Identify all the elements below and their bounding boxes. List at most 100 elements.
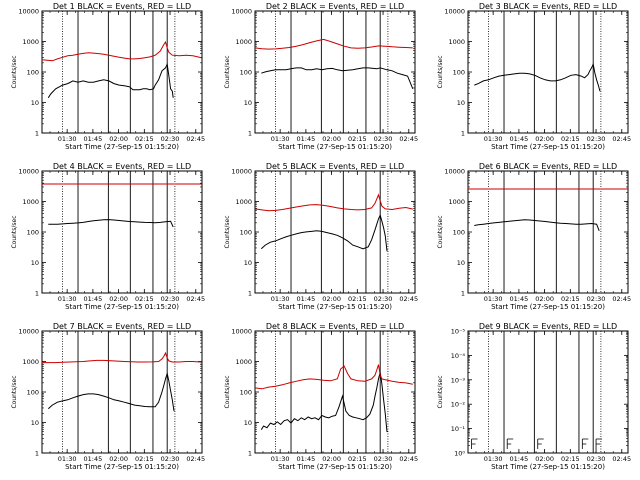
panel-6: Det 6 BLACK = Events, RED = LLD 1 10 100 100… xyxy=(437,162,631,311)
x-tick-label: 02:15 xyxy=(561,295,580,303)
x-tick-label: 02:30 xyxy=(374,135,393,143)
y-tick-label: 100 xyxy=(240,69,252,77)
x-tick-label: 02:15 xyxy=(135,455,154,463)
x-axis-label: Start Time (27-Sep-15 01:15:20) xyxy=(491,303,605,311)
x-tick-label: 02:00 xyxy=(535,135,554,143)
y-tick-label: 10 xyxy=(31,259,39,267)
x-tick-label: 01:45 xyxy=(510,455,529,463)
y-tick-label: 1000 xyxy=(235,358,252,366)
x-tick-label: 01:45 xyxy=(297,135,316,143)
y-tick-label: 1000 xyxy=(22,198,39,206)
panel-1: Det 1 BLACK = Events, RED = LLD 1 10 100 100… xyxy=(11,2,205,151)
panel-title: Det 9 BLACK = Events, RED = LLD xyxy=(479,322,617,331)
x-tick-label: 01:45 xyxy=(510,135,529,143)
x-tick-label: 02:15 xyxy=(561,135,580,143)
panel-5: Det 5 BLACK = Events, RED = LLD 1 10 100 100… xyxy=(224,162,418,311)
y-axis-label: Counts/sec xyxy=(437,215,444,248)
y-tick-label: 1000 xyxy=(448,198,465,206)
series-events-line xyxy=(47,371,175,412)
y-axis-label: Counts/sec xyxy=(437,55,444,88)
y-tick-label: 100 xyxy=(240,229,252,237)
y-tick-label: 1000 xyxy=(235,198,252,206)
x-axis-label: Start Time (27-Sep-15 01:15:20) xyxy=(65,303,179,311)
plot-frame xyxy=(41,170,203,294)
y-tick-label: 100 xyxy=(453,69,465,77)
x-tick-label: 02:30 xyxy=(161,135,180,143)
x-tick-label: 02:30 xyxy=(161,455,180,463)
plot-frame xyxy=(254,170,416,294)
y-tick-label: 1 xyxy=(35,450,39,458)
y-tick-label: 100 xyxy=(240,389,252,397)
plot-frame xyxy=(41,10,203,134)
series-lld-line xyxy=(254,193,413,212)
series-events-line xyxy=(47,62,174,99)
flag-mark xyxy=(506,438,514,449)
x-tick-label: 02:30 xyxy=(587,455,606,463)
panel-title: Det 3 BLACK = Events, RED = LLD xyxy=(479,2,617,11)
x-tick-label: 02:00 xyxy=(109,135,128,143)
x-axis-label: Start Time (27-Sep-15 01:15:20) xyxy=(278,143,392,151)
flag-mark xyxy=(471,438,478,449)
x-tick-label: 02:00 xyxy=(322,295,341,303)
plot-frame xyxy=(41,330,203,454)
y-tick-label: 10⁻⁵ xyxy=(451,328,466,336)
y-tick-label: 1000 xyxy=(235,38,252,46)
series-events-line xyxy=(260,213,388,252)
panel-title: Det 1 BLACK = Events, RED = LLD xyxy=(53,2,191,11)
panel-4: Det 4 BLACK = Events, RED = LLD 1 10 100 100… xyxy=(11,162,205,311)
y-axis-label: Counts/sec xyxy=(224,375,231,408)
x-tick-label: 01:45 xyxy=(84,295,103,303)
y-tick-label: 10⁻³ xyxy=(451,376,466,384)
x-tick-label: 01:45 xyxy=(84,455,103,463)
x-tick-label: 02:15 xyxy=(135,295,154,303)
x-tick-label: 02:15 xyxy=(348,295,367,303)
series-lld-line xyxy=(42,351,200,364)
y-tick-label: 10000 xyxy=(231,328,252,336)
x-tick-label: 02:45 xyxy=(399,135,418,143)
y-tick-label: 1 xyxy=(35,290,39,298)
x-tick-label: 01:30 xyxy=(484,135,503,143)
y-tick-label: 100 xyxy=(453,229,465,237)
y-axis-label: Counts/sec xyxy=(224,215,231,248)
x-tick-label: 02:00 xyxy=(109,295,128,303)
y-axis-label: Counts/sec xyxy=(11,375,18,408)
y-tick-label: 10000 xyxy=(444,8,465,16)
panel-title: Det 4 BLACK = Events, RED = LLD xyxy=(53,162,191,171)
y-tick-label: 100 xyxy=(27,389,39,397)
series-lld-line xyxy=(41,40,202,62)
x-tick-label: 01:30 xyxy=(484,455,503,463)
y-tick-label: 10 xyxy=(244,419,252,427)
panel-title: Det 2 BLACK = Events, RED = LLD xyxy=(266,2,404,11)
y-tick-label: 1000 xyxy=(448,38,465,46)
panel-title: Det 5 BLACK = Events, RED = LLD xyxy=(266,162,404,171)
panel-3: Det 3 BLACK = Events, RED = LLD 1 10 100 100… xyxy=(437,2,631,151)
x-tick-label: 02:45 xyxy=(186,295,205,303)
panel-title: Det 8 BLACK = Events, RED = LLD xyxy=(266,322,404,331)
panel-7: Det 7 BLACK = Events, RED = LLD 1 10 100 100… xyxy=(11,322,205,471)
y-tick-label: 10 xyxy=(457,259,465,267)
x-tick-label: 02:00 xyxy=(109,455,128,463)
y-axis-label: Counts/sec xyxy=(11,215,18,248)
x-axis-label: Start Time (27-Sep-15 01:15:20) xyxy=(65,463,179,471)
x-tick-label: 01:30 xyxy=(271,295,290,303)
y-tick-label: 10⁻⁴ xyxy=(451,352,466,360)
y-tick-label: 10⁻¹ xyxy=(451,425,466,433)
x-axis-label: Start Time (27-Sep-15 01:15:20) xyxy=(491,463,605,471)
x-tick-label: 02:45 xyxy=(612,135,631,143)
y-tick-label: 10000 xyxy=(18,328,39,336)
panel-title: Det 7 BLACK = Events, RED = LLD xyxy=(53,322,191,331)
flag-mark xyxy=(537,438,544,449)
x-tick-label: 02:45 xyxy=(399,295,418,303)
y-tick-label: 1 xyxy=(248,290,252,298)
y-tick-label: 10⁰ xyxy=(454,450,465,458)
series-events-line xyxy=(48,219,174,228)
y-tick-label: 1000 xyxy=(22,358,39,366)
x-tick-label: 02:15 xyxy=(348,135,367,143)
y-tick-label: 10 xyxy=(244,99,252,107)
y-tick-label: 1 xyxy=(461,290,465,298)
x-tick-label: 02:15 xyxy=(135,135,154,143)
x-tick-label: 02:45 xyxy=(186,455,205,463)
y-tick-label: 10 xyxy=(244,259,252,267)
y-axis-label: Counts/sec xyxy=(11,55,18,88)
